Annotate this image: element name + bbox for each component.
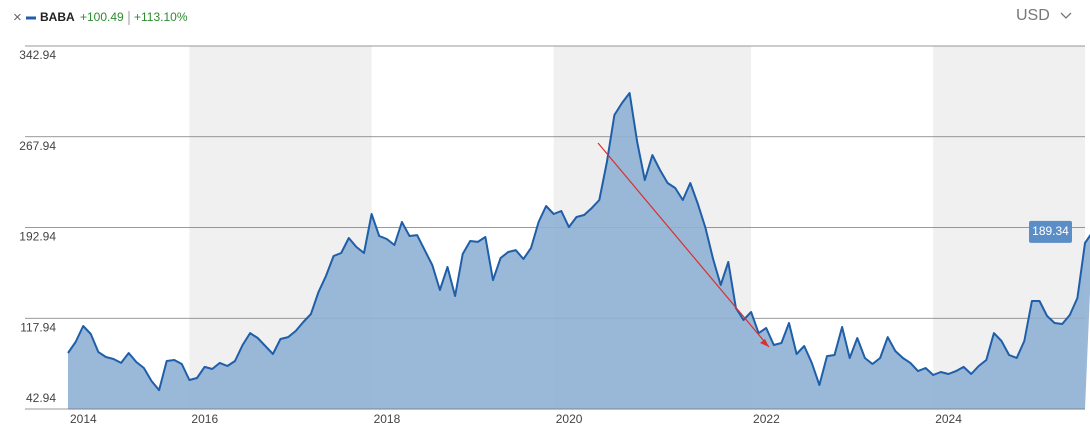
arrow-head	[760, 339, 769, 347]
chevron[interactable]	[1060, 12, 1072, 19]
plot-layer: 2014 2016 2018 2020 2022 2024 42.94 117.94 192.9…	[19, 45, 1090, 426]
close-icon[interactable]: ×	[13, 9, 22, 26]
y-tick-label: 342.94	[19, 48, 56, 62]
last-value-box	[1029, 220, 1072, 243]
arrow-line	[597, 142, 770, 348]
x-tick-label: 2020	[556, 412, 583, 426]
x-tick-label: 2014	[70, 412, 97, 426]
y-tick-label: 267.94	[19, 139, 56, 153]
y-tick-label: 117.94	[20, 320, 56, 334]
x-tick-label: 2022	[753, 412, 780, 426]
x-tick-label: 2018	[374, 412, 401, 426]
trend-arrow	[597, 142, 770, 348]
area-fill	[68, 93, 1090, 409]
last-value-label: 189.34	[1032, 224, 1069, 238]
y-tick-label: 192.94	[19, 230, 56, 244]
change-percent: +113.10%	[134, 10, 188, 24]
currency-select[interactable]: USD	[1016, 7, 1050, 24]
y-tick-label: 42.94	[26, 391, 56, 405]
x-tick-label: 2016	[191, 412, 218, 426]
change: +100.49	[80, 10, 124, 24]
x-tick-label: 2024	[935, 412, 962, 426]
price-line	[67, 92, 1090, 392]
legend-label: BABA	[40, 10, 75, 24]
